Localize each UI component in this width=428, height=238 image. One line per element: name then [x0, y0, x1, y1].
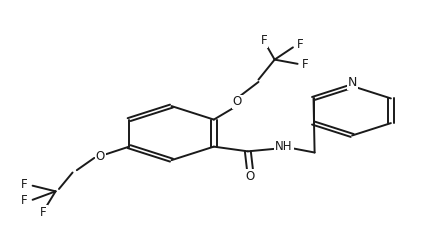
Text: F: F [40, 206, 47, 219]
Text: F: F [21, 178, 28, 191]
Text: N: N [348, 76, 357, 89]
Text: NH: NH [275, 140, 293, 153]
Text: O: O [95, 149, 105, 163]
Text: O: O [245, 170, 255, 183]
Text: O: O [232, 95, 242, 109]
Text: F: F [261, 34, 268, 47]
Text: F: F [297, 38, 303, 51]
Text: F: F [21, 194, 28, 207]
Text: F: F [302, 58, 309, 71]
